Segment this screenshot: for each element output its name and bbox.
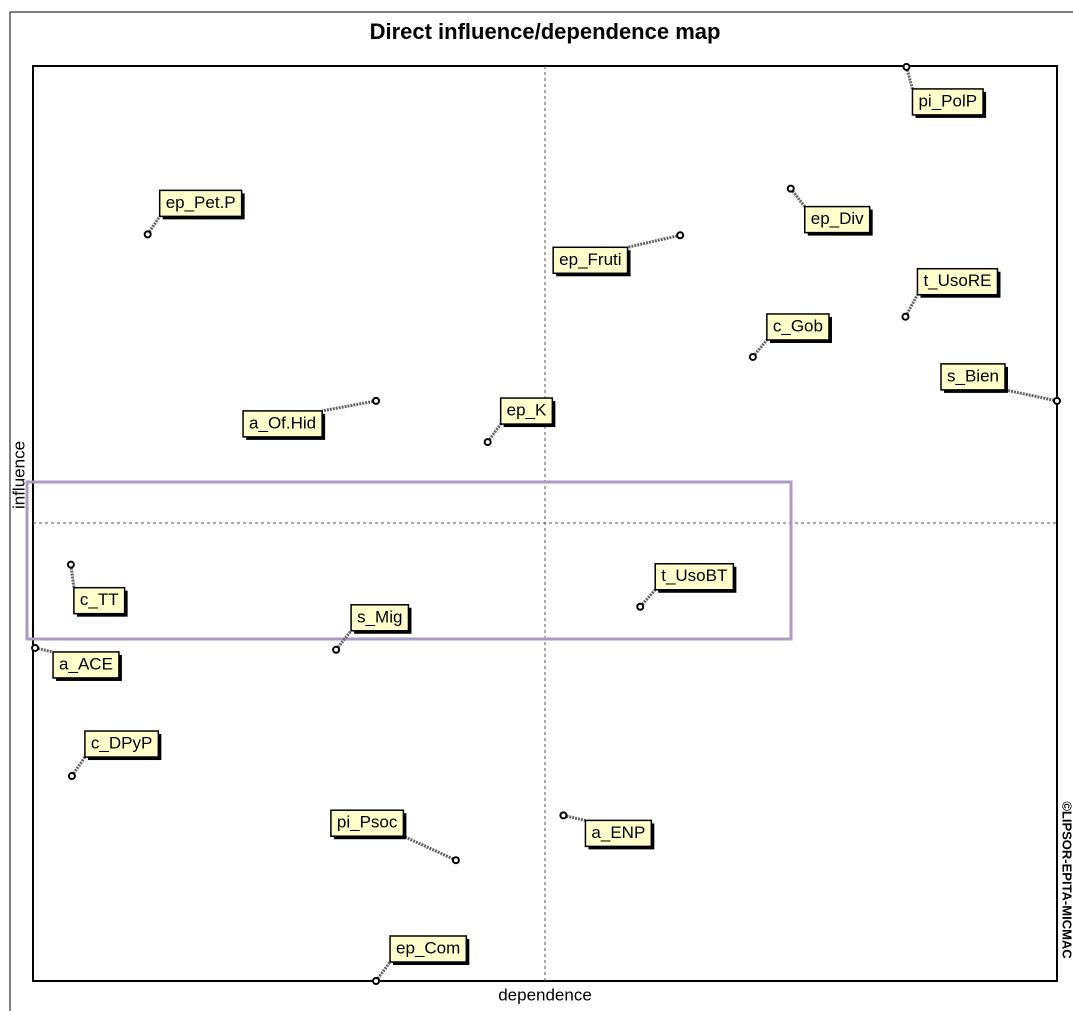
label-text: pi_Psoc bbox=[337, 813, 398, 832]
label-box bbox=[916, 267, 999, 296]
watermark: ©LIPSOR-EPITA-MICMAC bbox=[1060, 801, 1073, 959]
label-box bbox=[940, 363, 1006, 391]
label-text: a_ACE bbox=[59, 654, 113, 673]
point bbox=[66, 560, 75, 569]
label-box bbox=[804, 205, 871, 234]
label-text: ep_Pet.P bbox=[166, 193, 236, 212]
y-axis-label: influence bbox=[9, 441, 28, 509]
label-box bbox=[654, 563, 735, 591]
label-box bbox=[52, 651, 120, 679]
highlight-box bbox=[25, 480, 793, 641]
point bbox=[332, 645, 341, 654]
leader bbox=[321, 399, 377, 413]
label-box bbox=[389, 935, 468, 963]
label-text: t_UsoBT bbox=[661, 566, 727, 585]
label-box bbox=[350, 604, 410, 632]
label-text: a_ENP bbox=[591, 823, 645, 842]
label-box bbox=[330, 809, 405, 837]
point bbox=[676, 231, 685, 240]
label-box bbox=[84, 730, 160, 758]
point bbox=[1053, 396, 1061, 405]
point bbox=[901, 312, 910, 321]
leader bbox=[402, 834, 457, 862]
label-text: ep_Com bbox=[396, 938, 460, 957]
point bbox=[902, 62, 911, 71]
point bbox=[372, 977, 381, 985]
point bbox=[31, 643, 40, 652]
leader bbox=[334, 629, 353, 651]
chart-title: Direct influence/dependence map bbox=[370, 19, 721, 44]
point bbox=[636, 602, 645, 611]
x-axis-label: dependence bbox=[498, 985, 592, 1004]
leader bbox=[1004, 388, 1058, 403]
point bbox=[67, 772, 76, 781]
label-text: ep_Div bbox=[811, 209, 864, 228]
label-box bbox=[766, 313, 830, 341]
label-box bbox=[911, 88, 984, 116]
point bbox=[143, 230, 152, 239]
label-text: ep_K bbox=[507, 401, 547, 420]
point bbox=[559, 811, 568, 820]
label-text: s_Bien bbox=[947, 366, 999, 385]
point bbox=[451, 856, 460, 865]
leader bbox=[627, 233, 681, 249]
label-text: a_Of.Hid bbox=[249, 413, 316, 432]
label-text: c_DPyP bbox=[91, 734, 152, 753]
label-text: c_Gob bbox=[773, 316, 823, 335]
label-text: c_TT bbox=[80, 590, 119, 609]
point bbox=[372, 396, 381, 405]
label-box bbox=[73, 586, 126, 615]
label-text: t_UsoRE bbox=[923, 271, 991, 290]
label-box bbox=[552, 246, 629, 275]
label-box bbox=[499, 397, 554, 425]
point bbox=[748, 352, 757, 361]
label-text: pi_PolP bbox=[918, 91, 977, 110]
label-text: s_Mig bbox=[357, 607, 402, 626]
label-box bbox=[158, 189, 243, 218]
label-box bbox=[584, 819, 653, 848]
leader bbox=[904, 293, 919, 318]
point bbox=[483, 438, 492, 447]
point bbox=[786, 184, 795, 193]
label-text: ep_Fruti bbox=[559, 250, 621, 269]
label-box bbox=[242, 410, 323, 438]
